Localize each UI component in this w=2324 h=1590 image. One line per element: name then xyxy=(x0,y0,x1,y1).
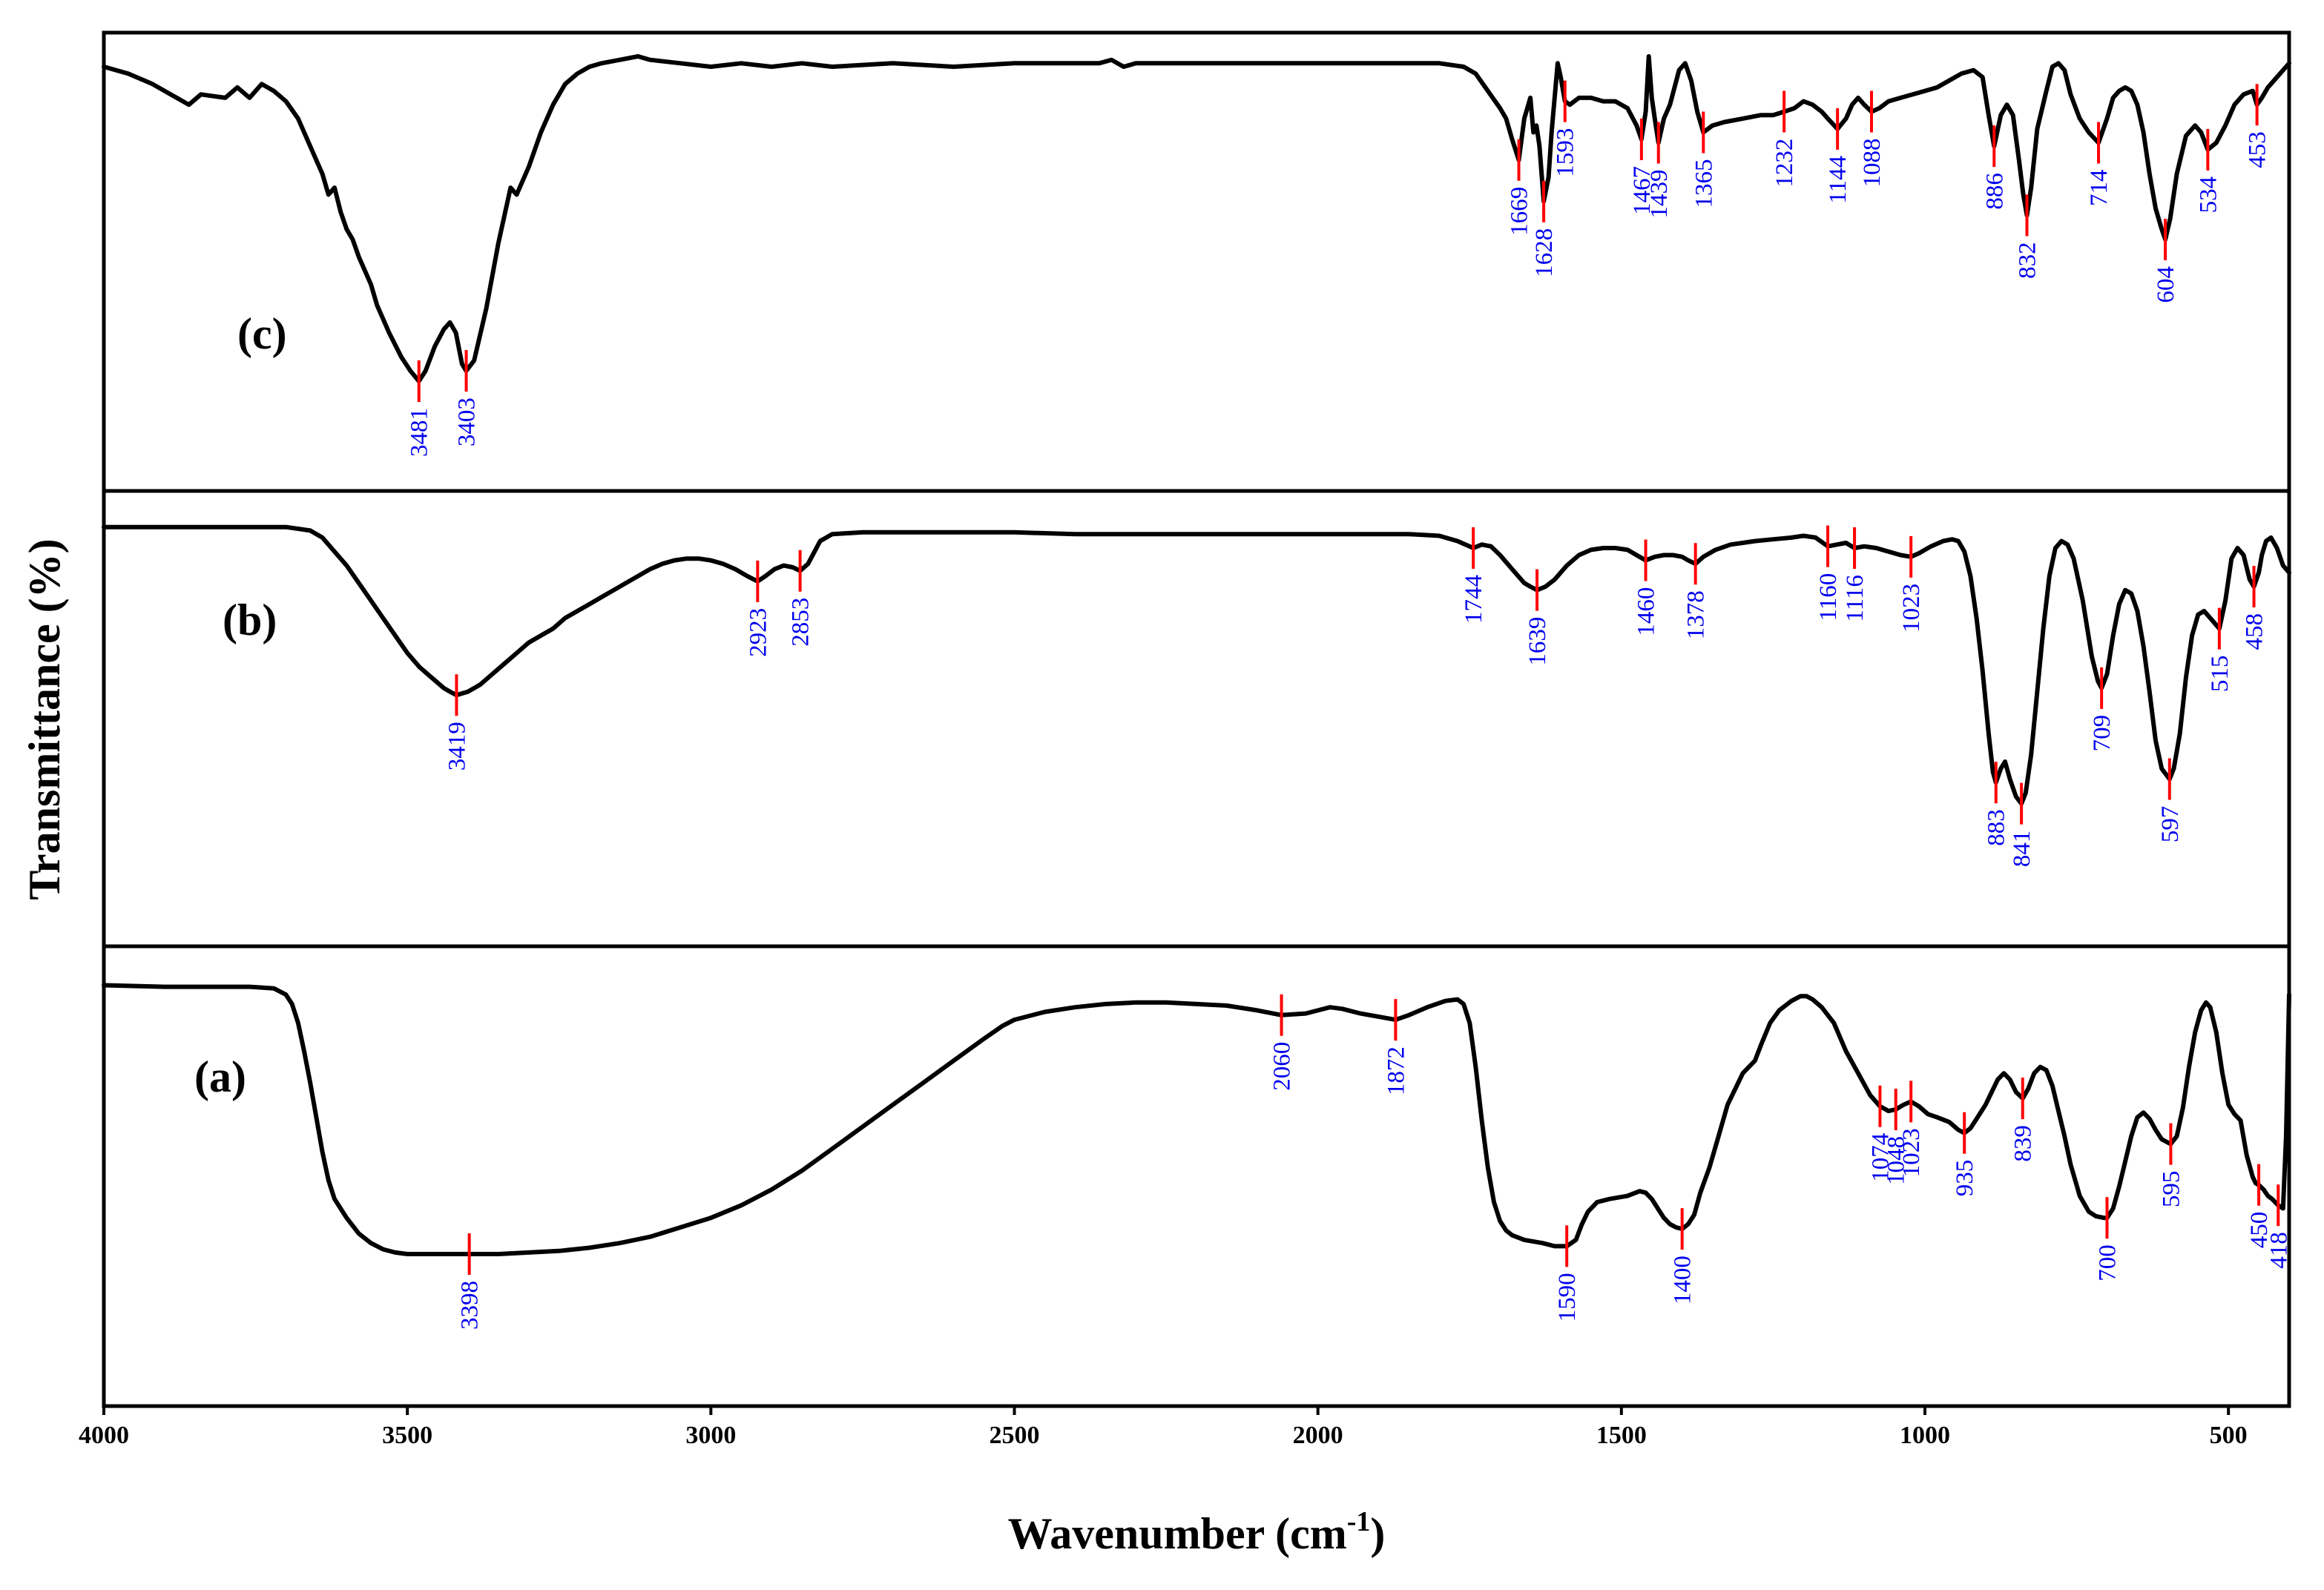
peak-label-b-1744: 1744 xyxy=(1461,575,1487,624)
peak-label-a-1023: 1023 xyxy=(1898,1128,1925,1177)
panel-label-layer: (c) (b) (a) xyxy=(194,309,287,1101)
y-axis-title: Transmittance (%) xyxy=(20,538,69,900)
x-tick-label-4000: 4000 xyxy=(79,1422,129,1449)
peak-label-b-1160: 1160 xyxy=(1815,573,1842,621)
peak-label-b-1023: 1023 xyxy=(1898,584,1925,633)
peak-label-c-3481: 3481 xyxy=(406,408,433,457)
peak-label-c-1365: 1365 xyxy=(1691,159,1717,208)
peak-label-b-883: 883 xyxy=(1984,809,2010,846)
peak-label-b-1378: 1378 xyxy=(1683,590,1710,639)
x-tick-label-3500: 3500 xyxy=(382,1422,432,1449)
peak-label-a-2060: 2060 xyxy=(1269,1042,1296,1091)
spectrum-line-a xyxy=(102,983,2291,1256)
x-axis-title: Wavenumber (cm-1) xyxy=(1008,1506,1386,1558)
peak-label-a-1872: 1872 xyxy=(1383,1046,1409,1095)
x-tick-label-2500: 2500 xyxy=(990,1422,1040,1449)
peak-label-c-1628: 1628 xyxy=(1531,228,1558,277)
x-tick-label-2000: 2000 xyxy=(1293,1422,1343,1449)
peak-label-c-1439: 1439 xyxy=(1646,170,1673,219)
peak-label-b-3419: 3419 xyxy=(444,722,470,771)
x-tick-label-500: 500 xyxy=(2210,1422,2248,1449)
x-tick-label-1500: 1500 xyxy=(1596,1422,1647,1449)
x-tick-label-3000: 3000 xyxy=(685,1422,736,1449)
peak-label-a-1048: 1048 xyxy=(1883,1136,1910,1185)
peak-label-a-3398: 3398 xyxy=(457,1281,484,1330)
peak-label-c-1593: 1593 xyxy=(1553,128,1579,177)
peak-label-c-1232: 1232 xyxy=(1771,139,1798,188)
peak-label-c-453: 453 xyxy=(2245,131,2271,168)
peak-label-c-832: 832 xyxy=(2014,242,2041,279)
peak-label-b-597: 597 xyxy=(2157,806,2184,843)
peak-label-c-534: 534 xyxy=(2195,177,2222,214)
panel-label-a: (a) xyxy=(194,1052,246,1101)
spectra-layer xyxy=(102,54,2291,1256)
peak-label-b-515: 515 xyxy=(2207,656,2234,693)
peak-label-b-458: 458 xyxy=(2242,613,2268,650)
peak-label-b-2923: 2923 xyxy=(745,608,771,657)
peak-label-a-450: 450 xyxy=(2246,1212,2273,1249)
spectrum-line-c xyxy=(102,54,2291,383)
x-axis: 4000 3500 3000 2500 2000 1500 1000 500 xyxy=(79,1406,2248,1449)
peak-label-c-714: 714 xyxy=(2086,170,2113,207)
peak-label-c-1144: 1144 xyxy=(1825,156,1851,204)
peak-label-a-595: 595 xyxy=(2158,1171,2185,1208)
panel-label-c: (c) xyxy=(237,309,287,358)
peak-label-b-841: 841 xyxy=(2009,831,2035,868)
peak-label-b-1460: 1460 xyxy=(1633,587,1660,636)
peak-label-a-839: 839 xyxy=(2010,1125,2037,1162)
plot-frame xyxy=(102,30,2291,1408)
peak-label-b-1116: 1116 xyxy=(1842,575,1869,622)
spectrum-line-b xyxy=(102,524,2291,806)
peak-label-b-1639: 1639 xyxy=(1524,617,1551,666)
peak-label-a-935: 935 xyxy=(1952,1160,1978,1197)
peak-label-c-604: 604 xyxy=(2153,266,2179,303)
peak-label-a-418: 418 xyxy=(2265,1232,2292,1269)
peak-label-c-1467: 1467 xyxy=(1629,166,1656,215)
peak-label-b-2853: 2853 xyxy=(788,598,814,647)
peak-label-a-700: 700 xyxy=(2095,1244,2121,1281)
peak-label-a-1590: 1590 xyxy=(1554,1273,1581,1322)
x-tick-label-1000: 1000 xyxy=(1900,1422,1950,1449)
peak-label-a-1400: 1400 xyxy=(1670,1256,1696,1304)
peak-label-c-1088: 1088 xyxy=(1859,139,1886,188)
peak-label-c-1669: 1669 xyxy=(1507,187,1533,236)
peak-label-a-1074: 1074 xyxy=(1867,1133,1894,1182)
peak-label-c-3403: 3403 xyxy=(454,398,481,446)
peak-label-b-709: 709 xyxy=(2089,715,2116,752)
panel-label-b: (b) xyxy=(223,596,277,644)
peak-label-c-886: 886 xyxy=(1981,173,2008,210)
